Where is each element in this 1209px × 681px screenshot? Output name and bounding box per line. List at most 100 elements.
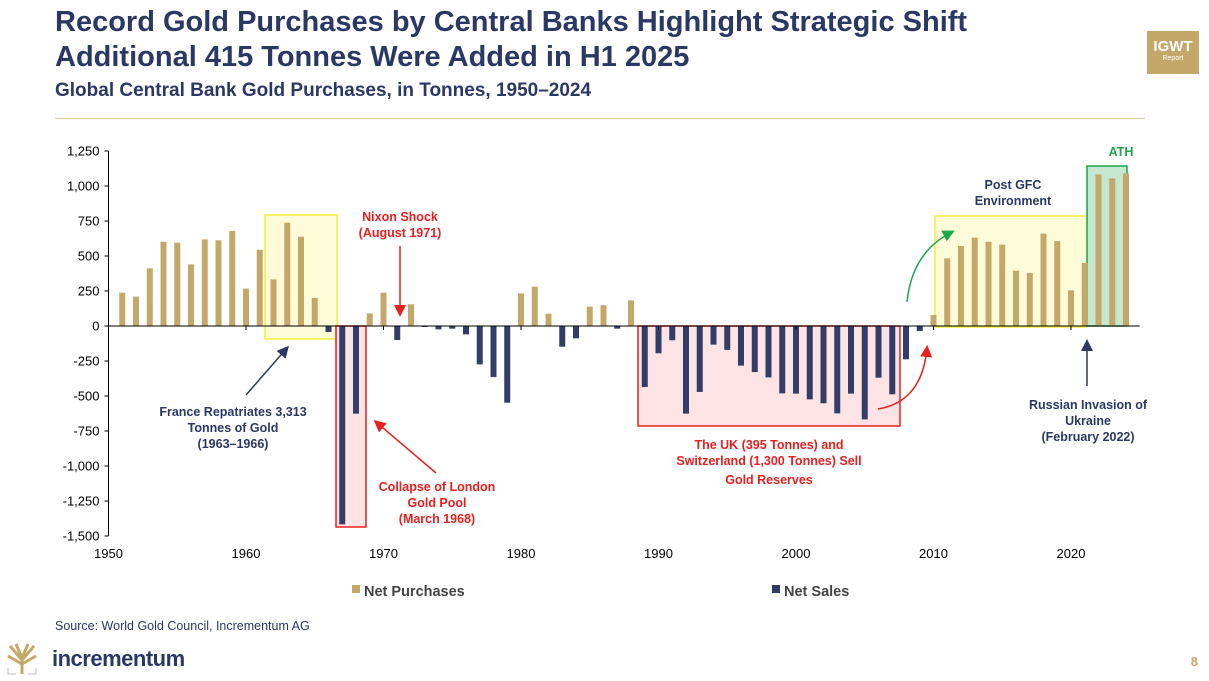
bar-2012 <box>958 246 964 326</box>
badge-title: IGWT <box>1153 38 1193 55</box>
bar-2013 <box>971 237 978 326</box>
bar-1987 <box>614 326 621 329</box>
y-tick-label: -250 <box>73 354 99 369</box>
bar-1997 <box>751 326 758 373</box>
bar-1953 <box>146 268 153 326</box>
bar-1976 <box>463 326 469 335</box>
london-label: Collapse of London Gold Pool (March 1968) <box>379 480 496 526</box>
bar-1992 <box>683 326 689 414</box>
bar-1983 <box>559 326 566 347</box>
y-tick-label: -1,250 <box>63 494 100 509</box>
bar-1962 <box>270 279 277 326</box>
x-tick-label: 1970 <box>369 546 398 561</box>
x-tick-label: 2000 <box>782 546 811 561</box>
y-tick-label: 750 <box>78 214 100 229</box>
bar-1959 <box>229 230 236 326</box>
bar-1996 <box>738 326 744 366</box>
bar-1981 <box>531 286 538 326</box>
bar-2000 <box>793 326 799 394</box>
uk-arrow <box>877 345 933 410</box>
igwt-report-badge: IGWT Report <box>1147 31 1199 74</box>
y-tick-label: -500 <box>73 389 99 404</box>
title-line-2: Additional 415 Tonnes Were Added in H1 2… <box>55 41 690 73</box>
post-gfc-label: Post GFC Environment <box>975 178 1052 208</box>
x-tick-label: 1950 <box>94 546 123 561</box>
bar-2020 <box>1068 290 1074 326</box>
bar-1963 <box>284 222 291 326</box>
russia-label: Russian Invasion of Ukraine (February 2022… <box>1029 398 1148 444</box>
ath-label: ATH <box>1109 145 1134 159</box>
france-arrow <box>245 345 289 396</box>
y-tick-label: -750 <box>73 424 99 439</box>
bar-2007 <box>889 326 896 395</box>
bar-2004 <box>848 326 854 394</box>
bar-1982 <box>545 313 552 326</box>
bar-1977 <box>476 326 483 365</box>
tree-logo-icon <box>7 643 37 675</box>
nixon-label: Nixon Shock (August 1971) <box>359 210 442 240</box>
y-tick-label: -1,500 <box>63 529 100 544</box>
x-tick-label: 1960 <box>232 546 261 561</box>
bar-1968 <box>353 326 359 414</box>
header-divider <box>55 118 1145 119</box>
bar-2015 <box>999 244 1006 326</box>
bar-1995 <box>724 326 731 350</box>
bar-1984 <box>573 326 579 339</box>
bar-1965 <box>311 298 318 326</box>
bar-2017 <box>1026 272 1033 326</box>
x-tick-label: 2020 <box>1057 546 1086 561</box>
ath-highlight-box <box>1086 165 1128 327</box>
x-tick-label: 2010 <box>919 546 948 561</box>
bar-2016 <box>1013 270 1019 326</box>
x-tick-label: 1980 <box>507 546 536 561</box>
bar-1998 <box>765 326 772 378</box>
bar-2008 <box>903 326 909 360</box>
bar-1961 <box>256 249 263 326</box>
y-tick-label: 1,250 <box>67 144 100 159</box>
title-line-1: Record Gold Purchases by Central Banks H… <box>55 6 968 38</box>
bar-1974 <box>435 326 442 330</box>
bar-2024 <box>1123 173 1129 326</box>
bar-1985 <box>586 306 593 326</box>
bar-1952 <box>133 296 139 326</box>
bar-1993 <box>696 326 703 392</box>
bar-2019 <box>1054 241 1061 326</box>
bar-2021 <box>1081 263 1088 326</box>
bar-1964 <box>298 236 304 326</box>
bar-2014 <box>985 241 992 326</box>
gfc-arrow <box>906 230 955 303</box>
bar-1988 <box>628 300 634 326</box>
y-tick-label: 500 <box>78 249 100 264</box>
bar-1978 <box>490 326 497 377</box>
bar-2011 <box>944 258 951 326</box>
bar-1956 <box>188 264 194 326</box>
y-tick-label: 250 <box>78 284 100 299</box>
bar-2018 <box>1040 233 1047 326</box>
bar-1960 <box>243 288 249 326</box>
y-tick-label: 1,000 <box>67 179 100 194</box>
legend-swatch-net-sales <box>772 585 780 593</box>
bar-1986 <box>600 305 607 326</box>
france-label: France Repatriates 3,313 Tonnes of Gold (1… <box>159 405 306 451</box>
bar-1990 <box>655 326 662 354</box>
bar-2001 <box>806 326 813 400</box>
bar-1980 <box>518 293 524 326</box>
london-arrow <box>373 420 437 474</box>
logo-text: incrementum <box>52 646 185 671</box>
bar-2010 <box>930 314 937 326</box>
legend-label-net-purchases: Net Purchases <box>364 584 465 600</box>
bar-2006 <box>875 326 882 378</box>
bar-1972 <box>408 304 414 326</box>
bar-1979 <box>504 326 511 403</box>
bar-1969 <box>366 313 373 326</box>
y-tick-label: 0 <box>92 319 99 334</box>
bar-2002 <box>820 326 827 404</box>
uk-swiss-label: The UK (395 Tonnes) and Switzerland (1,30… <box>676 438 861 487</box>
bar-1951 <box>119 292 126 326</box>
bar-1966 <box>325 326 332 333</box>
chart-subtitle: Global Central Bank Gold Purchases, in T… <box>55 80 592 101</box>
bar-1971 <box>394 326 401 340</box>
badge-subtitle: Report <box>1162 55 1184 62</box>
bar-1954 <box>160 241 167 326</box>
